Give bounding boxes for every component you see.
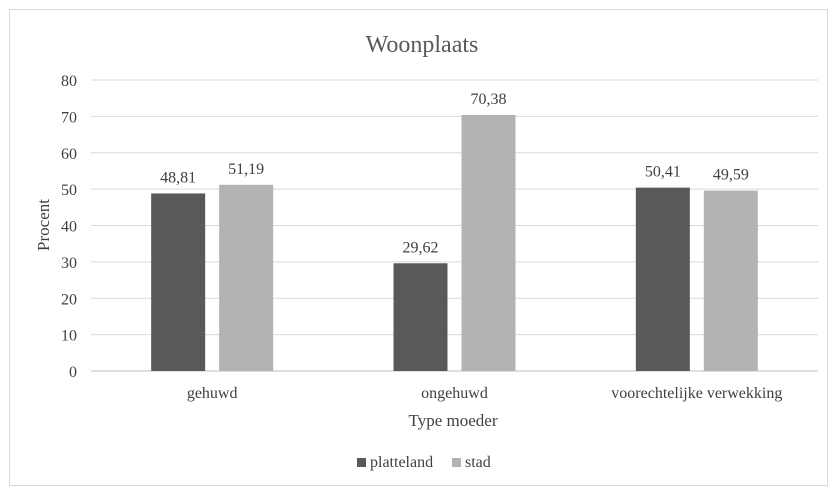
legend-swatch-stad [452, 458, 461, 467]
data-label: 70,38 [471, 91, 507, 108]
y-tick-label: 50 [61, 182, 77, 199]
data-label: 49,59 [713, 167, 749, 184]
x-tick-label: gehuwd [187, 385, 238, 402]
chart-title: Woonplaats [366, 32, 479, 58]
legend-label: stad [465, 454, 491, 471]
data-label: 29,62 [403, 239, 439, 256]
legend-label: platteland [370, 454, 433, 471]
y-axis-label: Procent [34, 199, 53, 251]
y-tick-label: 10 [61, 328, 77, 345]
bars [151, 114, 758, 372]
legend: platteland stad [357, 454, 491, 471]
data-label: 50,41 [645, 164, 681, 181]
bar-platteland-0 [151, 193, 206, 371]
y-tick-labels: 0 10 20 30 40 50 60 70 80 [61, 73, 77, 381]
bar-stad-2 [703, 190, 758, 371]
grid-lines [91, 79, 818, 372]
x-tick-label: voorechtelijke verwekking [611, 385, 782, 402]
y-tick-label: 70 [61, 109, 77, 126]
y-tick-label: 40 [61, 219, 77, 236]
x-tick-labels: gehuwd ongehuwd voorechtelijke verwekking [187, 385, 783, 402]
y-tick-label: 0 [69, 364, 77, 381]
bar-platteland-2 [635, 187, 690, 371]
bar-stad-1 [461, 114, 516, 372]
data-labels: 48,81 51,19 29,62 70,38 50,41 49,59 [160, 91, 749, 256]
data-label: 48,81 [160, 169, 196, 186]
legend-swatch-platteland [357, 458, 366, 467]
x-axis-label: Type moeder [409, 411, 498, 430]
data-label: 51,19 [228, 161, 264, 178]
chart-border [9, 9, 828, 486]
bar-stad-0 [219, 184, 274, 371]
y-tick-label: 80 [61, 73, 77, 90]
y-tick-label: 30 [61, 255, 77, 272]
y-tick-label: 20 [61, 291, 77, 308]
bar-platteland-1 [393, 263, 448, 371]
x-tick-label: ongehuwd [421, 385, 488, 402]
y-tick-label: 60 [61, 146, 77, 163]
